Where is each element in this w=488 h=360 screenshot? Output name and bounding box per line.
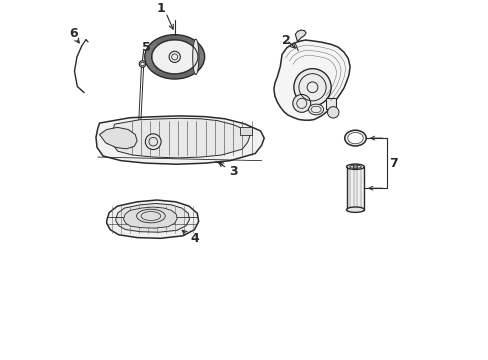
Polygon shape	[295, 30, 305, 41]
Polygon shape	[240, 127, 251, 135]
Text: 7: 7	[388, 157, 397, 170]
Circle shape	[293, 69, 330, 106]
Text: 4: 4	[190, 232, 199, 245]
Polygon shape	[112, 118, 249, 158]
Ellipse shape	[308, 104, 323, 115]
Text: 6: 6	[69, 27, 78, 40]
Polygon shape	[325, 98, 335, 109]
Circle shape	[353, 165, 357, 169]
Circle shape	[145, 134, 161, 149]
Polygon shape	[106, 200, 198, 238]
Ellipse shape	[344, 130, 366, 146]
Text: 1: 1	[157, 3, 165, 15]
Polygon shape	[273, 40, 349, 120]
Polygon shape	[100, 127, 137, 149]
Circle shape	[292, 94, 310, 112]
Ellipse shape	[192, 39, 199, 75]
Circle shape	[327, 107, 338, 118]
Ellipse shape	[346, 207, 364, 212]
Ellipse shape	[347, 132, 363, 144]
Polygon shape	[346, 167, 364, 210]
Text: 3: 3	[229, 165, 238, 177]
Polygon shape	[123, 207, 177, 228]
Polygon shape	[96, 116, 264, 164]
Ellipse shape	[144, 35, 204, 79]
Text: 5: 5	[142, 41, 150, 54]
Ellipse shape	[346, 164, 364, 170]
Polygon shape	[116, 203, 189, 232]
Text: 2: 2	[282, 33, 290, 46]
